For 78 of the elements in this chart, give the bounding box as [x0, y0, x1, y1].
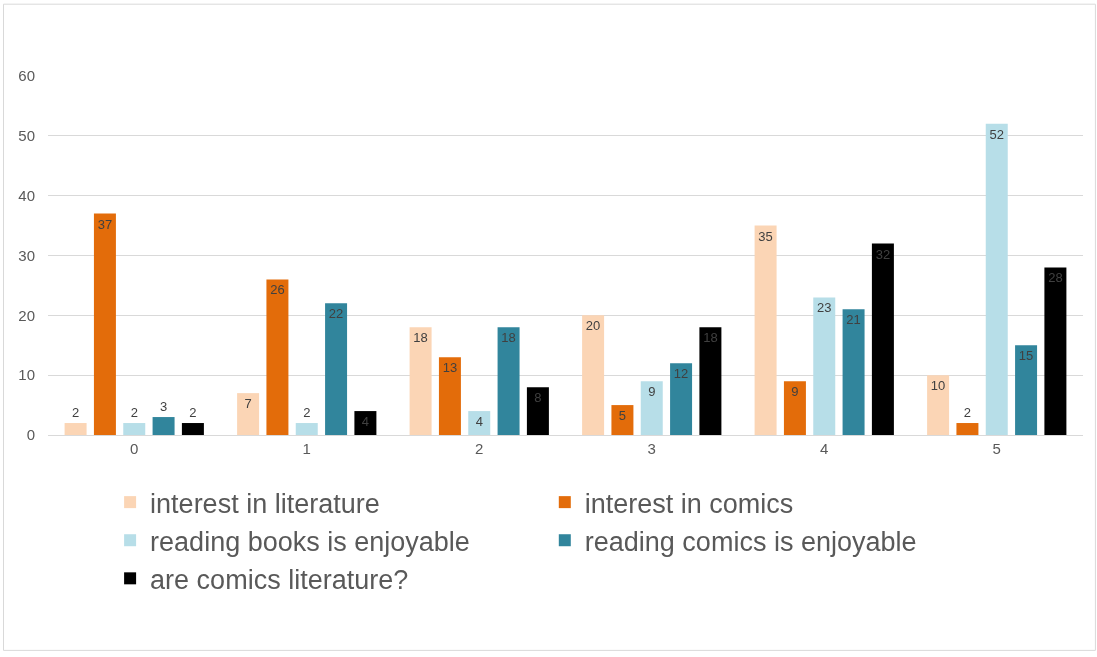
bar: [526, 387, 549, 435]
data-label: 22: [328, 306, 344, 322]
data-label: 15: [1018, 348, 1034, 364]
y-tick-label: 0: [26, 426, 35, 444]
data-label: 37: [97, 216, 113, 232]
data-label: 35: [758, 228, 773, 244]
bar: [325, 303, 348, 435]
bar: [181, 423, 204, 435]
data-label: 2: [303, 405, 311, 421]
data-label: 5: [618, 408, 627, 424]
data-label: 20: [585, 318, 601, 334]
data-label: 2: [71, 405, 80, 421]
x-tick-label: 3: [647, 440, 656, 457]
bar: [783, 381, 806, 435]
data-label: 4: [361, 414, 370, 430]
data-label: 12: [673, 366, 689, 382]
bar: [842, 309, 865, 435]
data-label: 3: [159, 399, 168, 415]
data-label: 2: [189, 405, 197, 421]
bar: [927, 375, 950, 435]
bar: [1044, 267, 1067, 435]
data-label: 18: [703, 330, 718, 346]
data-label: 28: [1048, 270, 1063, 286]
y-tick-label: 30: [18, 246, 35, 264]
x-tick-label: 4: [820, 440, 829, 457]
data-label: 8: [534, 390, 542, 406]
bar: [438, 357, 461, 435]
data-label: 10: [930, 378, 946, 394]
bar: [985, 123, 1008, 435]
bar: [670, 363, 693, 435]
y-tick-label: 60: [18, 67, 35, 85]
data-label: 26: [270, 282, 285, 298]
legend-label: interest in literature: [150, 488, 380, 519]
x-tick-label: 1: [302, 440, 311, 457]
y-tick-label: 20: [18, 306, 35, 324]
bar: [93, 213, 116, 435]
data-label: 23: [817, 300, 832, 316]
bar: [64, 423, 87, 435]
bar: [582, 315, 605, 435]
bar: [497, 327, 520, 435]
bar: [611, 405, 634, 435]
bar: [1015, 345, 1038, 435]
data-label: 2: [963, 405, 972, 421]
data-label: 7: [244, 396, 252, 412]
data-label: 18: [413, 330, 428, 346]
bar: [123, 423, 146, 435]
x-tick-label: 0: [130, 440, 139, 457]
bar: [152, 417, 175, 435]
bar: [468, 411, 491, 435]
x-tick-label: 5: [992, 440, 1001, 457]
bar: [956, 423, 979, 435]
data-label: 52: [989, 126, 1004, 142]
x-tick-label: 2: [475, 440, 484, 457]
legend-label: are comics literature?: [150, 564, 409, 595]
bar: [754, 225, 777, 435]
data-label: 21: [846, 312, 861, 328]
bar: [871, 243, 894, 435]
legend-label: interest in comics: [584, 488, 794, 519]
bar: [640, 381, 663, 435]
data-label: 18: [501, 330, 516, 346]
data-label: 2: [130, 405, 138, 421]
legend-label: reading books is enjoyable: [150, 526, 470, 557]
bar: [266, 279, 289, 435]
bar: [295, 423, 318, 435]
data-label: 9: [791, 384, 799, 400]
data-label: 13: [442, 360, 458, 376]
bar: [699, 327, 722, 435]
y-tick-label: 50: [18, 127, 35, 145]
y-tick-label: 10: [18, 366, 35, 384]
data-label: 32: [875, 246, 891, 262]
bar: [237, 393, 260, 435]
data-label: 4: [475, 414, 483, 430]
bar: [354, 411, 377, 435]
bar: [409, 327, 432, 435]
y-tick-label: 40: [18, 186, 35, 204]
bar: [813, 297, 836, 435]
legend-label: reading comics is enjoyable: [584, 526, 917, 557]
data-label: 9: [648, 384, 656, 400]
